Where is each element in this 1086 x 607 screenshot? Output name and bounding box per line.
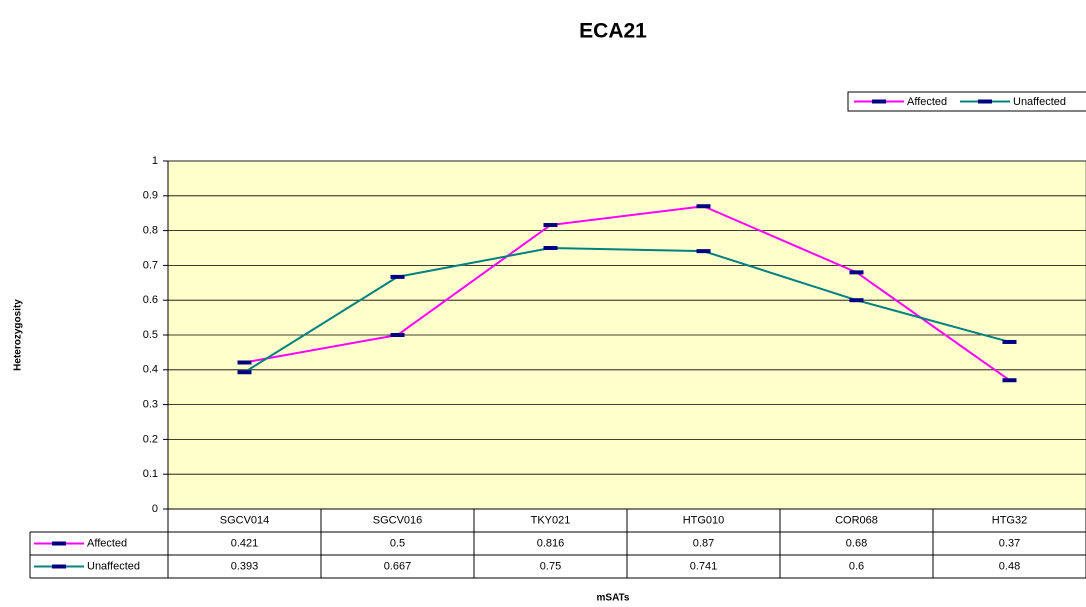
legend-label: Affected [907,96,947,108]
table-cell: 0.667 [384,560,412,572]
y-tick-label: 0.1 [143,468,158,480]
marker [696,204,711,209]
table-row-label: Affected [87,537,127,549]
table-cell: 0.741 [690,560,718,572]
table-cell: 0.87 [693,537,714,549]
marker [390,274,405,279]
marker [543,223,558,228]
table-cell: 0.37 [999,537,1020,549]
y-tick-label: 0.7 [143,259,158,271]
y-tick-label: 0.9 [143,190,158,202]
x-axis-title: mSATs [597,593,630,604]
y-tick-label: 0.8 [143,225,158,237]
y-tick-label: 0.4 [143,364,158,376]
marker [849,270,864,275]
x-tick-label: HTG32 [992,514,1027,526]
table-cell: 0.48 [999,560,1020,572]
y-tick-label: 0.2 [143,433,158,445]
y-tick-label: 0.6 [143,294,158,306]
marker [237,370,252,375]
x-tick-label: COR068 [835,514,878,526]
x-tick-label: SGCV016 [373,514,423,526]
legend-marker [52,564,66,569]
x-tick-label: HTG010 [683,514,725,526]
legend-marker [978,99,992,104]
table-cell: 0.68 [846,537,867,549]
table-cell: 0.421 [231,537,259,549]
table-cell: 0.6 [849,560,864,572]
legend-marker [52,541,66,546]
table-cell: 0.75 [540,560,561,572]
marker [696,249,711,254]
marker [1002,339,1017,344]
legend-marker [872,99,886,104]
marker [543,246,558,250]
y-tick-label: 1 [152,155,158,167]
marker [390,333,405,337]
series-line [244,205,1011,382]
marker [849,298,864,303]
table-cell: 0.5 [390,537,405,549]
series-line [243,246,1010,374]
legend-label: Unaffected [1013,96,1066,108]
y-tick-label: 0.5 [143,329,158,341]
x-tick-label: TKY021 [531,514,571,526]
x-tick-label: SGCV014 [220,514,270,526]
table-cell: 0.816 [537,537,565,549]
y-axis-title: Heterozygosity [13,299,24,371]
marker [1002,378,1017,383]
chart-title: ECA21 [579,20,647,43]
y-tick-label: 0 [152,503,158,515]
table-cell: 0.393 [231,560,259,572]
table-row-label: Unaffected [87,560,140,572]
y-tick-label: 0.3 [143,399,158,411]
marker [237,360,252,365]
